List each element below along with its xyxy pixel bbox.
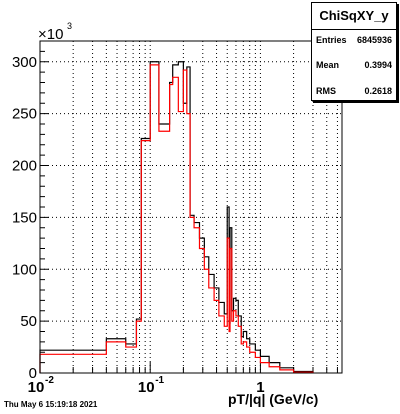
- y-multiplier-exponent: 3: [67, 21, 72, 31]
- x-axis-title: pT/|q| (GeV/c): [228, 391, 319, 407]
- stats-label: Entries: [316, 35, 347, 45]
- stats-value: 6845936: [356, 35, 392, 45]
- y-tick-label: 100: [12, 261, 37, 278]
- y-tick-label: 200: [12, 158, 37, 175]
- stats-row-rms: RMS 0.2618: [316, 86, 392, 100]
- y-tick-label: 250: [12, 106, 37, 123]
- stats-label: Mean: [316, 60, 340, 70]
- x-tick-exponent: -2: [45, 375, 54, 386]
- stats-label: RMS: [316, 86, 336, 96]
- y-tick-label: 300: [12, 54, 37, 71]
- x-tick-label: 10: [28, 379, 45, 396]
- stats-row-entries: Entries 6845936: [316, 35, 392, 49]
- stats-box: ChiSqXY_y Entries 6845936 Mean 0.3994 RM…: [311, 2, 397, 101]
- y-multiplier-label: ×10: [38, 26, 63, 43]
- stats-value: 0.3994: [364, 60, 392, 70]
- x-tick-exponent: -1: [155, 375, 164, 386]
- stats-title: ChiSqXY_y: [312, 3, 396, 30]
- y-tick-label: 0: [29, 365, 37, 382]
- plot-frame: [39, 40, 343, 374]
- stats-row-mean: Mean 0.3994: [316, 60, 392, 74]
- histogram-series-red: [39, 64, 314, 373]
- y-tick-label: 50: [20, 313, 37, 330]
- x-tick-label: 1: [256, 379, 264, 396]
- y-tick-label: 150: [12, 209, 37, 226]
- timestamp: Thu May 6 15:19:18 2021: [4, 400, 98, 409]
- stats-value: 0.2618: [364, 86, 392, 96]
- x-tick-label: 10: [138, 379, 155, 396]
